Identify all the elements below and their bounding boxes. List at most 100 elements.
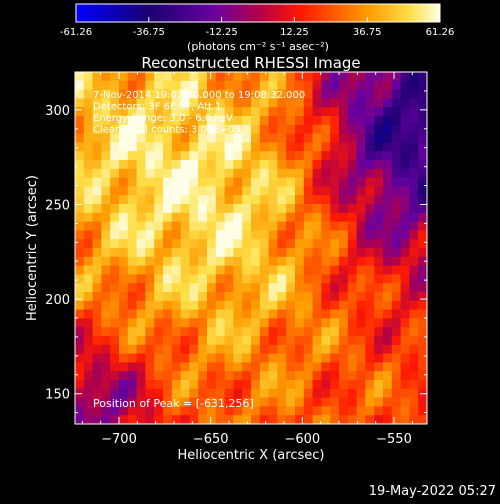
heatmap-cell xyxy=(163,116,173,126)
heatmap-cell xyxy=(215,265,225,275)
heatmap-cell xyxy=(101,327,111,337)
heatmap-cell xyxy=(251,89,261,99)
heatmap-cell xyxy=(198,98,208,108)
heatmap-cell xyxy=(101,415,111,424)
heatmap-cell xyxy=(127,160,137,170)
heatmap-cell xyxy=(409,160,419,170)
heatmap-cell xyxy=(75,177,85,187)
heatmap-cell xyxy=(145,362,155,372)
heatmap-cell xyxy=(75,256,85,266)
heatmap-cell xyxy=(259,160,269,170)
heatmap-cell xyxy=(101,72,111,82)
heatmap-cell xyxy=(277,72,287,82)
heatmap-cell xyxy=(198,380,208,390)
heatmap-cell xyxy=(418,344,427,354)
heatmap-cell xyxy=(145,353,155,363)
heatmap-cell xyxy=(163,212,173,222)
heatmap-cell xyxy=(83,133,93,143)
heatmap-cell xyxy=(259,151,269,161)
heatmap-cell xyxy=(101,116,111,126)
heatmap-cell xyxy=(268,142,278,152)
heatmap-cell xyxy=(127,380,137,390)
heatmap-cell xyxy=(215,283,225,293)
heatmap-cell xyxy=(154,168,164,178)
heatmap-cell xyxy=(83,80,93,90)
heatmap-cell xyxy=(83,283,93,293)
heatmap-cell xyxy=(356,353,366,363)
heatmap-cell xyxy=(251,142,261,152)
heatmap-cell xyxy=(163,362,173,372)
heatmap-cell xyxy=(374,274,384,284)
heatmap-cell xyxy=(400,336,410,346)
heatmap-cell xyxy=(303,80,313,90)
heatmap-cell xyxy=(207,168,217,178)
heatmap-cell xyxy=(409,80,419,90)
heatmap-cell xyxy=(110,388,120,398)
heatmap-cell xyxy=(268,362,278,372)
heatmap-cell xyxy=(127,309,137,319)
heatmap-cell xyxy=(400,292,410,302)
heatmap-cell xyxy=(242,177,252,187)
heatmap-cell xyxy=(251,283,261,293)
heatmap-cell xyxy=(215,388,225,398)
heatmap-cell xyxy=(242,89,252,99)
heatmap-cell xyxy=(295,204,305,214)
heatmap-cell xyxy=(119,89,129,99)
heatmap-cell xyxy=(92,397,102,407)
heatmap-cells xyxy=(75,72,427,424)
heatmap-cell xyxy=(347,388,357,398)
heatmap-cell xyxy=(286,336,296,346)
heatmap-cell xyxy=(277,415,287,424)
heatmap-cell xyxy=(277,80,287,90)
heatmap-cell xyxy=(180,186,190,196)
heatmap-cell xyxy=(356,283,366,293)
heatmap-cell xyxy=(268,336,278,346)
heatmap-cell xyxy=(83,406,93,416)
heatmap-cell xyxy=(383,388,393,398)
heatmap-cell xyxy=(180,133,190,143)
heatmap-cell xyxy=(127,124,137,134)
heatmap-cell xyxy=(83,107,93,117)
heatmap-cell xyxy=(259,239,269,249)
heatmap-cell xyxy=(347,362,357,372)
heatmap-cell xyxy=(163,142,173,152)
heatmap-cell xyxy=(180,336,190,346)
heatmap-cell xyxy=(312,151,322,161)
heatmap-cell xyxy=(400,221,410,231)
heatmap-cell xyxy=(365,397,375,407)
heatmap-cell xyxy=(136,300,146,310)
heatmap-cell xyxy=(215,160,225,170)
heatmap-cell xyxy=(154,388,164,398)
heatmap-cell xyxy=(83,327,93,337)
heatmap-cell xyxy=(189,344,199,354)
heatmap-cell xyxy=(207,107,217,117)
heatmap-cell xyxy=(92,344,102,354)
heatmap-cell xyxy=(224,195,234,205)
heatmap-cell xyxy=(259,406,269,416)
heatmap-cell xyxy=(277,380,287,390)
heatmap-cell xyxy=(383,336,393,346)
heatmap-cell xyxy=(171,309,181,319)
heatmap-cell xyxy=(330,406,340,416)
heatmap-cell xyxy=(207,248,217,258)
heatmap-cell xyxy=(110,256,120,266)
heatmap-cell xyxy=(92,248,102,258)
heatmap-cell xyxy=(330,388,340,398)
heatmap-cell xyxy=(92,204,102,214)
heatmap-cell xyxy=(295,318,305,328)
heatmap-cell xyxy=(277,309,287,319)
heatmap-cell xyxy=(400,124,410,134)
heatmap-cell xyxy=(83,239,93,249)
heatmap-cell xyxy=(356,107,366,117)
heatmap-cell xyxy=(145,107,155,117)
heatmap-cell xyxy=(251,98,261,108)
heatmap-cell xyxy=(374,160,384,170)
heatmap-cell xyxy=(391,195,401,205)
heatmap-cell xyxy=(286,397,296,407)
heatmap-cell xyxy=(154,300,164,310)
heatmap-cell xyxy=(374,124,384,134)
heatmap-cell xyxy=(356,221,366,231)
heatmap-cell xyxy=(163,239,173,249)
heatmap-cell xyxy=(215,80,225,90)
heatmap-cell xyxy=(365,292,375,302)
